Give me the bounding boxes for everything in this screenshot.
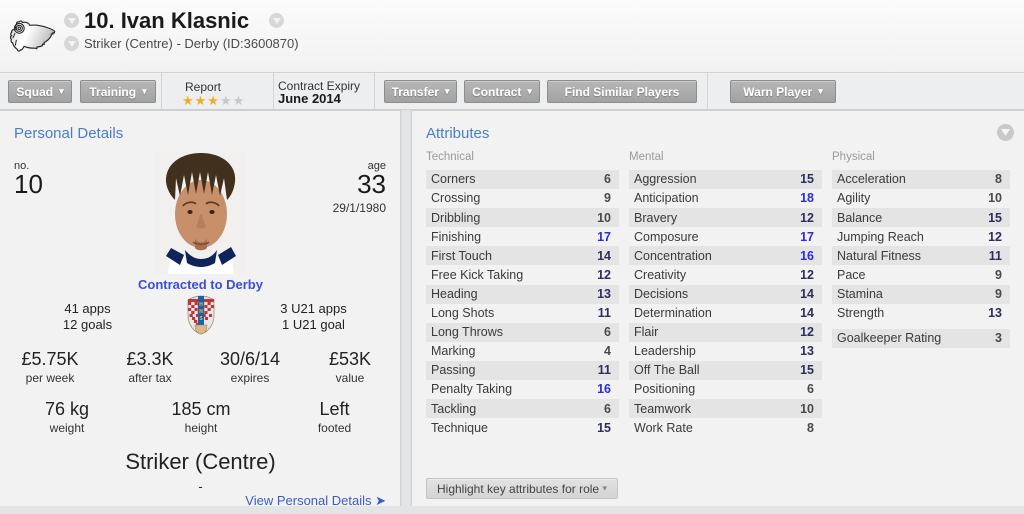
svg-text:N: N	[199, 309, 203, 315]
svg-text:H: H	[199, 302, 203, 308]
